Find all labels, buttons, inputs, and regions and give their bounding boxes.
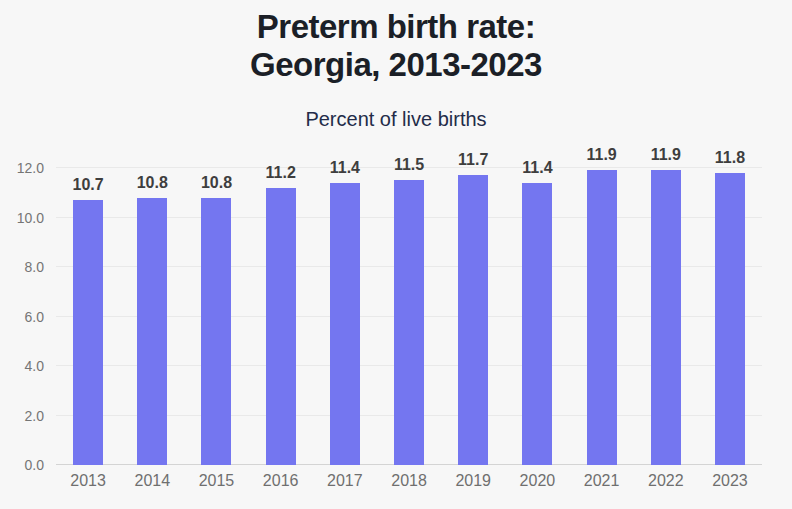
x-axis-tick-label: 2020 — [505, 472, 569, 490]
bar — [201, 198, 231, 465]
y-axis-tick-label: 4.0 — [6, 358, 56, 374]
bar-value-label: 11.2 — [266, 164, 296, 182]
bar — [458, 175, 488, 465]
bar-cell: 11.2 — [249, 168, 313, 465]
bar — [587, 170, 617, 465]
bar-value-label: 11.7 — [458, 151, 488, 169]
bar-cell: 11.8 — [698, 168, 762, 465]
bar — [330, 183, 360, 465]
y-axis-tick-label: 6.0 — [6, 309, 56, 325]
x-axis-tick-label: 2019 — [441, 472, 505, 490]
bar-cell: 11.9 — [570, 168, 634, 465]
chart-page: Preterm birth rate: Georgia, 2013-2023 P… — [0, 0, 792, 509]
x-axis: 2013201420152016201720182019202020212022… — [56, 472, 762, 490]
y-axis-tick-label: 2.0 — [6, 408, 56, 424]
bar — [522, 183, 552, 465]
bar-cell: 11.4 — [313, 168, 377, 465]
bar — [394, 180, 424, 465]
bar-cell: 11.7 — [441, 168, 505, 465]
bar-value-label: 11.4 — [522, 159, 552, 177]
bar-value-label: 11.9 — [651, 146, 681, 164]
bar-value-label: 11.4 — [330, 159, 360, 177]
bar-value-label: 10.8 — [201, 174, 232, 192]
x-axis-tick-label: 2021 — [570, 472, 634, 490]
x-axis-tick-label: 2015 — [184, 472, 248, 490]
bar-cell: 10.8 — [184, 168, 248, 465]
bar-cell: 11.5 — [377, 168, 441, 465]
x-axis-tick-label: 2016 — [249, 472, 313, 490]
bar — [266, 188, 296, 465]
y-axis-tick-label: 10.0 — [6, 210, 56, 226]
x-axis-tick-label: 2017 — [313, 472, 377, 490]
y-axis-tick-label: 12.0 — [6, 160, 56, 176]
bar-value-label: 10.7 — [73, 176, 104, 194]
bar-cell: 11.9 — [634, 168, 698, 465]
x-axis-tick-label: 2023 — [698, 472, 762, 490]
page-title: Preterm birth rate: Georgia, 2013-2023 — [0, 0, 792, 84]
bar-value-label: 11.9 — [586, 146, 616, 164]
bar-value-label: 10.8 — [137, 174, 168, 192]
bar-cell: 10.7 — [56, 168, 120, 465]
x-axis-tick-label: 2013 — [56, 472, 120, 490]
y-axis-tick-label: 0.0 — [6, 457, 56, 473]
page-title-line2: Georgia, 2013-2023 — [0, 46, 792, 84]
page-title-line1: Preterm birth rate: — [0, 8, 792, 46]
bar-value-label: 11.5 — [394, 156, 424, 174]
bar — [73, 200, 103, 465]
bar-value-label: 11.8 — [715, 149, 745, 167]
bar — [651, 170, 681, 465]
bar — [137, 198, 167, 465]
bar-cell: 10.8 — [120, 168, 184, 465]
chart-subtitle: Percent of live births — [0, 108, 792, 131]
bar-series: 10.710.810.811.211.411.511.711.411.911.9… — [56, 168, 762, 465]
x-axis-tick-label: 2022 — [634, 472, 698, 490]
x-axis-tick-label: 2014 — [120, 472, 184, 490]
plot-area: 10.710.810.811.211.411.511.711.411.911.9… — [56, 168, 762, 465]
bar-cell: 11.4 — [505, 168, 569, 465]
x-axis-tick-label: 2018 — [377, 472, 441, 490]
y-axis-tick-label: 8.0 — [6, 259, 56, 275]
bar — [715, 173, 745, 465]
